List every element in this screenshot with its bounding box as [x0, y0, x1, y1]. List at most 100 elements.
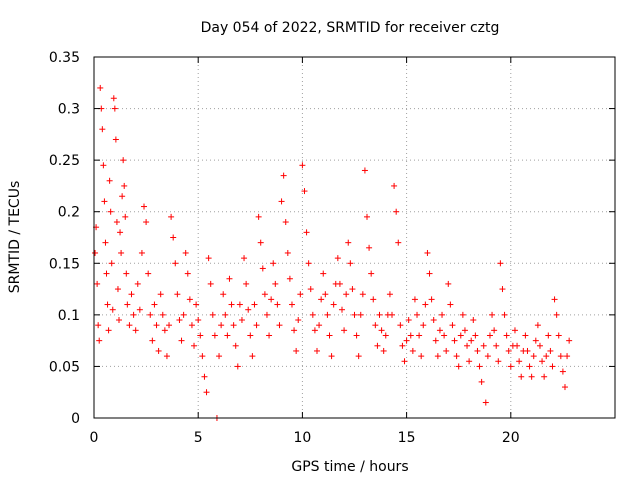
data-point	[561, 384, 568, 391]
data-point	[141, 203, 148, 210]
data-point	[128, 291, 135, 298]
data-point	[132, 327, 139, 334]
data-point	[234, 363, 241, 370]
data-point	[191, 342, 198, 349]
y-tick-labels: 0 0.05 0.1 0.15 0.2 0.25 0.3 0.35	[49, 50, 80, 427]
y-axis-title: SRMTID / TECUs	[7, 181, 23, 294]
data-point	[436, 327, 443, 334]
data-point	[313, 347, 320, 354]
data-point	[220, 291, 227, 298]
data-point	[530, 353, 537, 360]
data-point	[100, 162, 107, 169]
data-point	[172, 260, 179, 267]
data-point	[249, 353, 256, 360]
data-point	[368, 270, 375, 277]
data-point	[282, 219, 289, 226]
data-point	[461, 327, 468, 334]
data-point	[96, 337, 103, 344]
data-point	[134, 280, 141, 287]
data-point	[259, 265, 266, 272]
data-point	[326, 332, 333, 339]
data-point	[291, 327, 298, 334]
data-point	[168, 213, 175, 220]
data-point	[389, 311, 396, 318]
data-point	[153, 322, 160, 329]
data-point	[414, 311, 421, 318]
data-point	[116, 317, 123, 324]
data-point	[424, 249, 431, 256]
data-point	[547, 347, 554, 354]
data-point	[201, 373, 208, 380]
data-point	[336, 280, 343, 287]
data-point	[355, 353, 362, 360]
data-point	[251, 301, 258, 308]
data-point	[407, 332, 414, 339]
data-point	[457, 332, 464, 339]
data-point	[205, 255, 212, 262]
data-point	[476, 363, 483, 370]
data-point	[549, 363, 556, 370]
data-point	[447, 301, 454, 308]
data-point	[293, 347, 300, 354]
data-point	[226, 275, 233, 282]
data-point	[372, 322, 379, 329]
data-point	[497, 260, 504, 267]
y-tick-label: 0.1	[58, 308, 80, 324]
data-point	[274, 301, 281, 308]
data-point	[330, 301, 337, 308]
data-point	[491, 327, 498, 334]
data-point	[268, 296, 275, 303]
data-point	[534, 322, 541, 329]
y-tick-label: 0.35	[49, 50, 80, 66]
data-point	[130, 311, 137, 318]
data-point	[138, 249, 145, 256]
data-point	[351, 311, 358, 318]
data-point	[495, 358, 502, 365]
data-point	[322, 291, 329, 298]
data-point	[266, 332, 273, 339]
data-point	[434, 353, 441, 360]
data-point	[157, 291, 164, 298]
data-point	[247, 332, 254, 339]
data-point	[272, 280, 279, 287]
data-point	[439, 311, 446, 318]
data-point	[386, 291, 393, 298]
data-point	[222, 311, 229, 318]
data-point	[120, 157, 127, 164]
data-point	[393, 208, 400, 215]
data-point	[399, 342, 406, 349]
data-point	[536, 342, 543, 349]
data-point	[499, 286, 506, 293]
data-point	[378, 327, 385, 334]
data-point	[430, 317, 437, 324]
data-point	[159, 311, 166, 318]
data-point	[555, 332, 562, 339]
data-point	[416, 332, 423, 339]
data-point	[166, 322, 173, 329]
data-point	[451, 337, 458, 344]
data-point	[207, 280, 214, 287]
x-axis-title: GPS time / hours	[291, 459, 408, 475]
data-point	[117, 229, 124, 236]
data-point	[245, 306, 252, 313]
data-point	[445, 280, 452, 287]
data-point	[341, 327, 348, 334]
data-point	[366, 244, 373, 251]
data-point	[489, 311, 496, 318]
data-point	[361, 167, 368, 174]
data-point	[397, 322, 404, 329]
data-point	[102, 239, 109, 246]
data-point	[545, 332, 552, 339]
y-tick-label: 0	[71, 411, 80, 427]
x-tick-label: 15	[398, 430, 416, 446]
data-point	[112, 136, 119, 143]
data-point	[551, 296, 558, 303]
data-point	[238, 317, 245, 324]
data-point	[401, 358, 408, 365]
x-tick-label: 0	[90, 430, 99, 446]
data-point	[303, 229, 310, 236]
data-point	[121, 182, 128, 189]
data-point	[411, 296, 418, 303]
data-point	[370, 296, 377, 303]
data-point	[395, 239, 402, 246]
